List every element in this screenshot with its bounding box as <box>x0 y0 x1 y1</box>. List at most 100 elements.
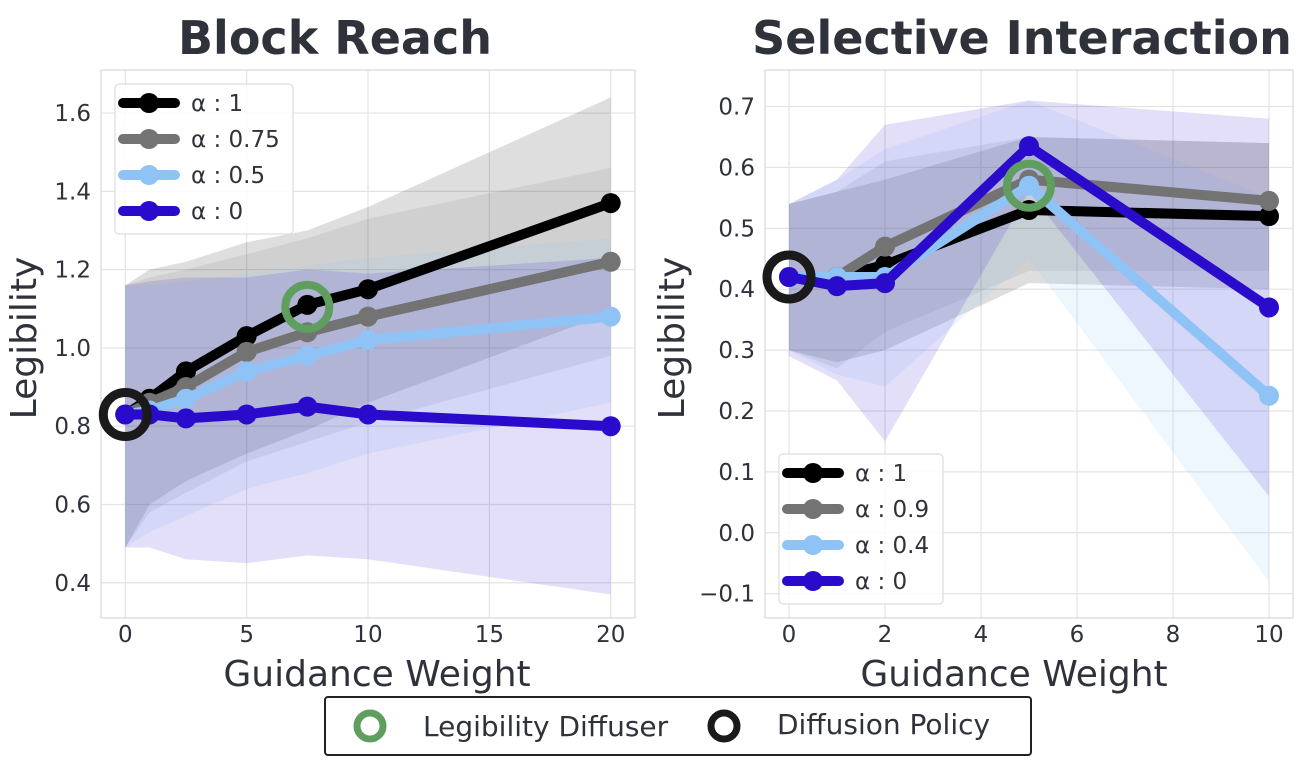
legend-dot-swatch <box>803 571 823 591</box>
chart-title: Selective Interaction <box>752 11 1292 65</box>
y-tick-label: −0.1 <box>699 582 755 608</box>
x-tick-labels: 0 2 4 6 8 10 <box>782 622 1284 648</box>
data-point <box>358 404 378 425</box>
legend-entry: α : 1 <box>855 461 907 487</box>
y-tick-label: 0.2 <box>718 399 755 425</box>
diffusion-policy-marker-icon <box>707 709 741 743</box>
special-markers <box>762 159 1055 304</box>
x-tick-label: 4 <box>974 622 989 648</box>
y-axis-label: Legibility <box>652 257 693 420</box>
diffusion-policy-marker <box>762 250 816 304</box>
legend-dot-swatch <box>803 463 823 483</box>
confidence-band <box>125 238 611 548</box>
data-point <box>1019 175 1039 196</box>
x-tick-label: 0 <box>782 622 797 648</box>
x-tick-label: 20 <box>596 622 625 648</box>
data-point <box>779 267 799 288</box>
data-point <box>297 294 318 315</box>
data-point <box>1259 385 1279 406</box>
y-tick-label: 1.4 <box>54 179 91 205</box>
data-point <box>1259 206 1279 227</box>
x-tick-label: 5 <box>239 622 254 648</box>
data-point <box>875 273 895 294</box>
legend-entry: α : 0.9 <box>855 497 929 523</box>
x-tick-label: 6 <box>1070 622 1085 648</box>
data-point <box>358 306 378 327</box>
legend-dot-swatch <box>139 93 159 113</box>
y-tick-label: 0.4 <box>718 277 755 303</box>
x-axis-label: Guidance Weight <box>223 654 530 695</box>
x-tick-label: 10 <box>353 622 382 648</box>
x-tick-label: 15 <box>475 622 504 648</box>
data-point <box>1019 136 1039 157</box>
y-tick-label: 1.0 <box>54 336 91 362</box>
legibility-diffuser-marker <box>1003 159 1055 212</box>
confidence-band <box>789 100 1269 497</box>
y-tick-label: 0.1 <box>718 460 755 486</box>
legibility-diffuser-marker-icon <box>353 709 387 743</box>
x-tick-label: 8 <box>1166 622 1181 648</box>
data-point <box>236 404 257 425</box>
legibility-diffuser-marker <box>281 280 334 333</box>
x-axis-label: Guidance Weight <box>860 654 1167 695</box>
y-tick-label: 0.6 <box>54 492 91 518</box>
legend-legibility-diffuser: Legibility Diffuser <box>423 710 669 743</box>
diffusion-policy-marker <box>98 387 152 441</box>
data-point <box>600 416 621 437</box>
data-point <box>297 396 318 417</box>
data-point <box>875 236 895 257</box>
chart-title: Block Reach <box>178 11 492 65</box>
legend-entry: α : 1 <box>191 91 243 117</box>
y-tick-labels: 0.4 0.6 0.8 1.0 1.2 1.4 1.6 <box>54 101 91 597</box>
y-tick-label: 0.3 <box>718 338 755 364</box>
legend-entry: α : 0 <box>855 569 907 595</box>
x-tick-label: 10 <box>1254 622 1283 648</box>
x-tick-label: 0 <box>118 622 133 648</box>
legend-dot-swatch <box>803 535 823 555</box>
data-point <box>175 408 196 429</box>
x-tick-label: 2 <box>878 622 893 648</box>
special-markers <box>98 280 334 441</box>
chart-selective-interaction: Selective Interaction 0 2 4 6 8 10 −0.1 0.0 0.1… <box>652 11 1294 695</box>
legend-diffusion-policy: Diffusion Policy <box>777 708 990 741</box>
legend: α : 1 α : 0.75 α : 0.5 α : 0 <box>114 83 294 235</box>
y-tick-label: 0.7 <box>718 95 755 121</box>
y-tick-labels: −0.1 0.0 0.1 0.2 0.3 0.4 0.5 0.6 0.7 <box>699 95 755 608</box>
legend: α : 1 α : 0.9 α : 0.4 α : 0 <box>778 453 944 605</box>
confidence-band <box>789 100 1269 582</box>
bottom-legend: Legibility Diffuser Diffusion Policy <box>324 696 1032 756</box>
data-point <box>175 361 196 382</box>
data-point <box>236 341 257 362</box>
data-point <box>236 326 257 347</box>
data-point <box>358 330 378 351</box>
legend-entry: α : 0.75 <box>191 127 280 153</box>
legend-box <box>114 83 294 235</box>
y-tick-label: 1.2 <box>54 258 91 284</box>
legend-dot-swatch <box>139 201 159 221</box>
y-axis-label: Legibility <box>4 257 45 420</box>
series-lines <box>779 136 1279 406</box>
y-tick-label: 1.6 <box>54 101 91 127</box>
y-tick-label: 0.8 <box>54 414 91 440</box>
data-point <box>600 193 621 214</box>
data-point <box>600 306 621 327</box>
chart-block-reach: Block Reach 0 5 10 15 20 0.4 0.6 0.8 1.0 1.2 1.4 1… <box>4 11 636 695</box>
x-tick-labels: 0 5 10 15 20 <box>118 622 625 648</box>
y-tick-label: 0.4 <box>54 571 91 597</box>
legend-box <box>778 453 944 605</box>
bottom-legend-box <box>324 696 1032 756</box>
data-point <box>827 276 847 297</box>
y-tick-label: 0.5 <box>718 216 755 242</box>
data-point <box>358 279 378 300</box>
legend-entry: α : 0.4 <box>855 533 929 559</box>
y-tick-label: 0.6 <box>718 155 755 181</box>
data-point <box>600 251 621 272</box>
data-point <box>1259 190 1279 211</box>
confidence-band <box>125 167 611 548</box>
legend-dot-swatch <box>803 499 823 519</box>
legend-dot-swatch <box>139 129 159 149</box>
data-point <box>175 388 196 409</box>
legend-dot-swatch <box>139 165 159 185</box>
y-tick-label: 0.0 <box>718 521 755 547</box>
